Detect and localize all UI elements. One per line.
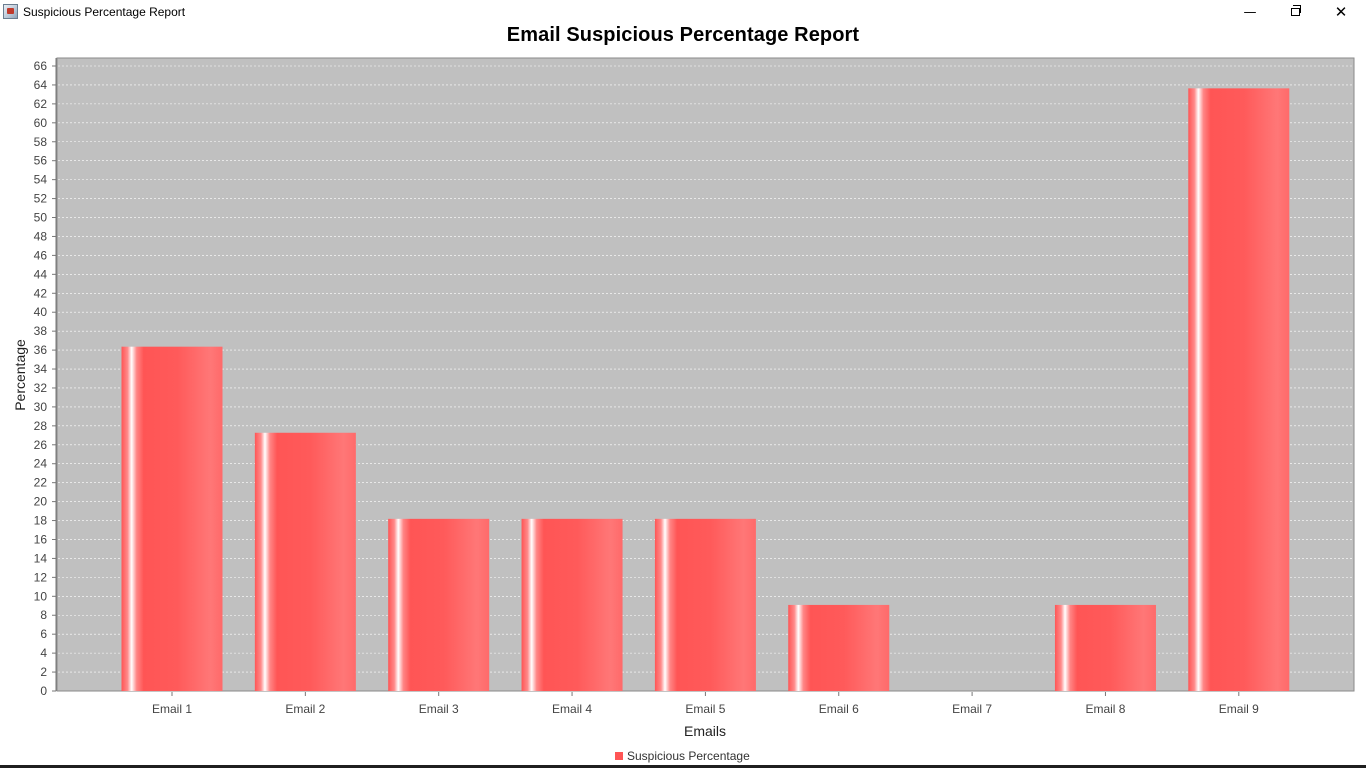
y-tick-label: 36 bbox=[34, 343, 48, 357]
bar bbox=[1188, 88, 1290, 691]
y-tick-label: 16 bbox=[34, 532, 48, 546]
close-button[interactable]: ✕ bbox=[1334, 3, 1348, 21]
y-tick-label: 46 bbox=[34, 248, 48, 262]
y-tick-label: 50 bbox=[34, 211, 48, 225]
y-tick-label: 40 bbox=[34, 305, 48, 319]
window-bottom-border bbox=[0, 765, 1366, 768]
y-tick-label: 18 bbox=[34, 514, 48, 528]
y-tick-label: 26 bbox=[34, 438, 48, 452]
x-tick-label: Email 4 bbox=[552, 702, 592, 716]
x-axis: Email 1 Email 2 Email 3 Email 4 Email 5 Email… bbox=[152, 692, 1259, 716]
bars bbox=[121, 88, 1290, 691]
x-axis-label: Emails bbox=[684, 723, 726, 739]
x-tick-label: Email 3 bbox=[419, 702, 459, 716]
y-tick-label: 12 bbox=[34, 570, 48, 584]
y-tick-label: 54 bbox=[34, 173, 48, 187]
y-tick-label: 4 bbox=[40, 646, 47, 660]
maximize-button[interactable] bbox=[1272, 0, 1318, 24]
y-tick-label: 48 bbox=[34, 229, 48, 243]
bar bbox=[121, 346, 223, 691]
y-tick-label: 44 bbox=[34, 267, 48, 281]
window-titlebar: Suspicious Percentage Report — ✕ bbox=[0, 0, 1366, 24]
maximize-icon bbox=[1290, 5, 1301, 16]
bar bbox=[254, 432, 356, 691]
y-tick-label: 30 bbox=[34, 400, 48, 414]
y-tick-label: 14 bbox=[34, 551, 48, 565]
y-tick-label: 60 bbox=[34, 116, 48, 130]
y-tick-label: 42 bbox=[34, 286, 48, 300]
x-tick-label: Email 1 bbox=[152, 702, 192, 716]
y-tick-label: 52 bbox=[34, 192, 48, 206]
x-tick-label: Email 5 bbox=[685, 702, 725, 716]
y-tick-label: 0 bbox=[40, 684, 47, 698]
y-tick-label: 22 bbox=[34, 476, 48, 490]
x-tick-label: Email 9 bbox=[1219, 702, 1259, 716]
y-tick-label: 8 bbox=[40, 608, 47, 622]
y-tick-label: 38 bbox=[34, 324, 48, 338]
bar bbox=[521, 518, 623, 691]
y-tick-label: 62 bbox=[34, 97, 48, 111]
legend-label: Suspicious Percentage bbox=[627, 749, 750, 763]
y-tick-label: 24 bbox=[34, 457, 48, 471]
bar bbox=[654, 518, 756, 691]
y-tick-label: 2 bbox=[40, 665, 47, 679]
java-app-icon bbox=[3, 4, 18, 19]
y-tick-label: 34 bbox=[34, 362, 48, 376]
x-tick-label: Email 7 bbox=[952, 702, 992, 716]
minimize-button[interactable]: — bbox=[1243, 4, 1257, 20]
y-tick-label: 20 bbox=[34, 495, 48, 509]
x-tick-label: Email 6 bbox=[819, 702, 859, 716]
chart-title: Email Suspicious Percentage Report bbox=[506, 24, 860, 46]
y-axis-label: Percentage bbox=[12, 339, 28, 411]
x-tick-label: Email 2 bbox=[285, 702, 325, 716]
y-tick-label: 10 bbox=[34, 589, 48, 603]
y-tick-label: 66 bbox=[34, 59, 48, 73]
y-tick-label: 28 bbox=[34, 419, 48, 433]
bar bbox=[1054, 604, 1156, 691]
bar bbox=[388, 518, 490, 691]
y-tick-label: 58 bbox=[34, 135, 48, 149]
y-tick-label: 56 bbox=[34, 154, 48, 168]
chart-legend: Suspicious Percentage bbox=[615, 749, 750, 763]
legend-swatch bbox=[615, 752, 623, 760]
y-tick-label: 64 bbox=[34, 78, 48, 92]
bar bbox=[788, 604, 890, 691]
window-title: Suspicious Percentage Report bbox=[23, 5, 186, 19]
y-tick-label: 6 bbox=[40, 627, 47, 641]
y-tick-label: 32 bbox=[34, 381, 48, 395]
y-axis: 0246810121416182022242628303234363840424… bbox=[34, 58, 57, 698]
x-tick-label: Email 8 bbox=[1085, 702, 1125, 716]
